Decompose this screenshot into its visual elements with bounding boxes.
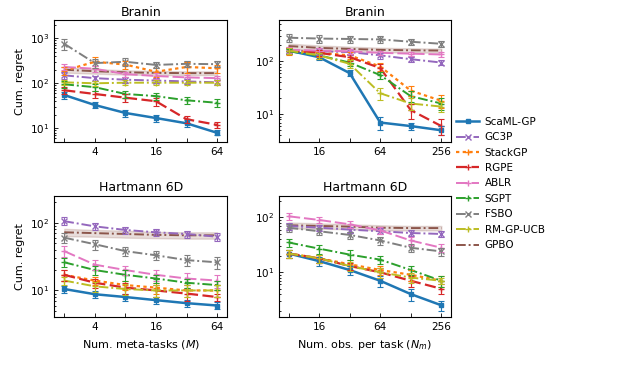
Title: Hartmann 6D: Hartmann 6D: [99, 181, 183, 195]
Title: Branin: Branin: [344, 6, 385, 19]
X-axis label: Num. obs. per task $(N_m)$: Num. obs. per task $(N_m)$: [298, 338, 433, 352]
Y-axis label: Cum. regret: Cum. regret: [15, 48, 24, 115]
Title: Branin: Branin: [120, 6, 161, 19]
Y-axis label: Cum. regret: Cum. regret: [15, 223, 25, 290]
X-axis label: Num. meta-tasks $(M)$: Num. meta-tasks $(M)$: [81, 338, 200, 351]
Title: Hartmann 6D: Hartmann 6D: [323, 181, 407, 195]
Legend: ScaML-GP, GC3P, StackGP, RGPE, ABLR, SGPT, FSBO, RM-GP-UCB, GPBO: ScaML-GP, GC3P, StackGP, RGPE, ABLR, SGP…: [456, 117, 545, 250]
